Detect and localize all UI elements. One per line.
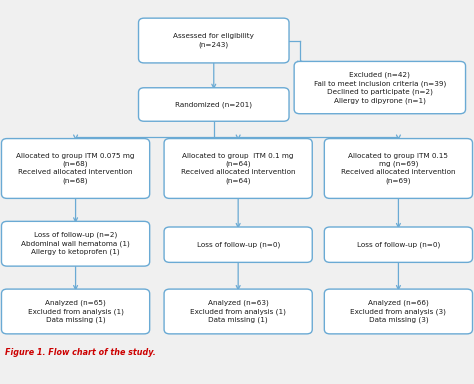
FancyBboxPatch shape	[324, 289, 473, 334]
FancyBboxPatch shape	[1, 221, 150, 266]
FancyBboxPatch shape	[138, 18, 289, 63]
FancyBboxPatch shape	[1, 139, 150, 199]
FancyBboxPatch shape	[164, 139, 312, 199]
Text: Loss of follow-up (n=0): Loss of follow-up (n=0)	[357, 242, 440, 248]
FancyBboxPatch shape	[294, 61, 465, 114]
Text: Assessed for eligibility
(n=243): Assessed for eligibility (n=243)	[173, 33, 254, 48]
Text: Allocated to group  ITM 0.1 mg
(n=64)
Received allocated intervention
(n=64): Allocated to group ITM 0.1 mg (n=64) Rec…	[181, 153, 295, 184]
Text: Allocated to group ITM 0.15
mg (n=69)
Received allocated intervention
(n=69): Allocated to group ITM 0.15 mg (n=69) Re…	[341, 153, 456, 184]
FancyBboxPatch shape	[324, 139, 473, 199]
Text: Allocated to group ITM 0.075 mg
(n=68)
Received allocated intervention
(n=68): Allocated to group ITM 0.075 mg (n=68) R…	[16, 153, 135, 184]
Text: Randomized (n=201): Randomized (n=201)	[175, 101, 252, 108]
Text: Analyzed (n=65)
Excluded from analysis (1)
Data missing (1): Analyzed (n=65) Excluded from analysis (…	[27, 300, 124, 323]
Text: Excluded (n=42)
Fail to meet inclusion criteria (n=39)
Declined to participate (: Excluded (n=42) Fail to meet inclusion c…	[314, 71, 446, 104]
Text: Figure 1. Flow chart of the study.: Figure 1. Flow chart of the study.	[5, 348, 155, 357]
Text: Analyzed (n=63)
Excluded from analysis (1)
Data missing (1): Analyzed (n=63) Excluded from analysis (…	[190, 300, 286, 323]
Text: Loss of follow-up (n=0): Loss of follow-up (n=0)	[197, 242, 280, 248]
FancyBboxPatch shape	[164, 227, 312, 262]
FancyBboxPatch shape	[164, 289, 312, 334]
Text: Loss of follow-up (n=2)
Abdominal wall hematoma (1)
Allergy to ketoprofen (1): Loss of follow-up (n=2) Abdominal wall h…	[21, 232, 130, 255]
FancyBboxPatch shape	[324, 227, 473, 262]
FancyBboxPatch shape	[1, 289, 150, 334]
FancyBboxPatch shape	[138, 88, 289, 121]
Text: Analyzed (n=66)
Excluded from analysis (3)
Data missing (3): Analyzed (n=66) Excluded from analysis (…	[350, 300, 447, 323]
